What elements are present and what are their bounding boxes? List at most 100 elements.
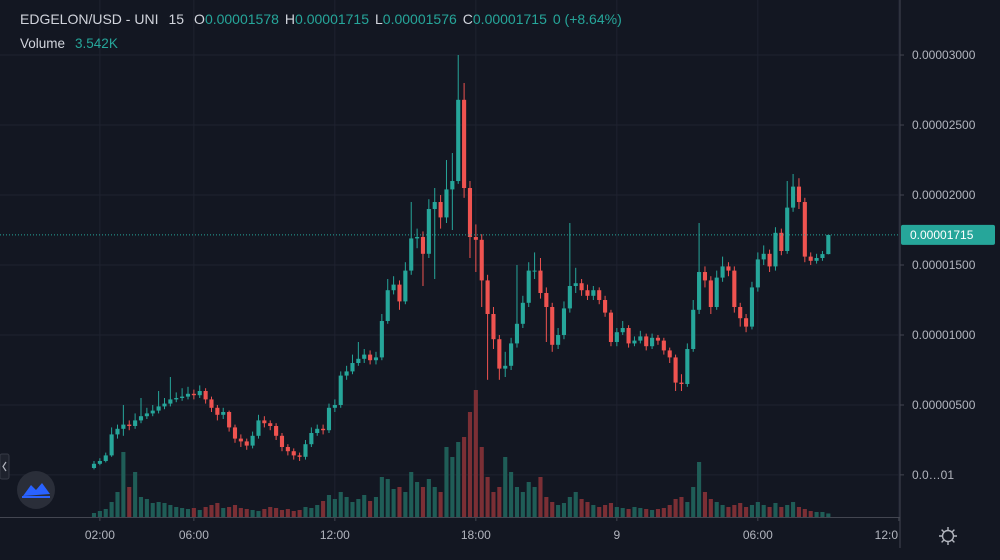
candle-body xyxy=(444,189,449,218)
volume-bar xyxy=(473,390,478,517)
settings-gear[interactable] xyxy=(941,529,955,543)
candle-body xyxy=(91,463,97,469)
candle-body xyxy=(732,270,737,308)
volume-bar xyxy=(802,509,807,517)
candle-body xyxy=(368,354,373,361)
candle-body xyxy=(150,410,155,414)
volume-bar xyxy=(279,510,285,517)
y-tick-label: 0.00002000 xyxy=(912,188,976,202)
axes: 0.00003000 0.00002500 0.00002000 0.00001500… xyxy=(0,0,976,548)
volume-bar xyxy=(138,497,144,517)
logo[interactable] xyxy=(17,471,55,509)
volume-bar xyxy=(368,501,373,517)
candle-body xyxy=(379,321,384,358)
volume-bar xyxy=(814,512,819,517)
volume-bar xyxy=(338,492,343,517)
volume-bar xyxy=(661,508,666,517)
candle-body xyxy=(115,428,120,435)
volume-bar xyxy=(332,499,337,517)
volume-bar xyxy=(150,503,155,517)
candle-body xyxy=(109,434,114,456)
volume-bar xyxy=(133,472,138,517)
price-pane xyxy=(91,55,831,470)
candle-body xyxy=(180,396,185,399)
volume-bar xyxy=(714,502,719,517)
y-tick-label: 0.00001500 xyxy=(912,258,976,272)
volume-bar xyxy=(315,505,320,517)
volume-bar xyxy=(644,509,649,517)
ohlc: O0.00001578 H0.00001715 L0.00001576 C0.0000… xyxy=(194,11,553,27)
candle-body xyxy=(650,337,655,347)
candle-body xyxy=(785,207,790,252)
candle-body xyxy=(432,202,437,210)
candle-body xyxy=(702,272,708,281)
side-tab[interactable] xyxy=(0,453,10,480)
volume-bar xyxy=(761,505,766,517)
candle-body xyxy=(221,412,226,415)
volume-bar xyxy=(820,512,825,517)
candle-body xyxy=(420,237,426,254)
volume-bar xyxy=(614,507,619,517)
candle-body xyxy=(309,433,314,445)
volume-bar xyxy=(415,482,420,517)
candle-body xyxy=(661,340,666,351)
y-tick-label: 0.00001000 xyxy=(912,328,976,342)
candle-body xyxy=(350,363,355,372)
y-tick-label: 0.00002500 xyxy=(912,118,976,132)
volume-bar xyxy=(438,492,443,517)
candle-body xyxy=(326,407,332,431)
candle-body xyxy=(197,391,202,396)
candle-body xyxy=(303,444,308,457)
collapse-tab[interactable] xyxy=(0,453,10,480)
volume-bar xyxy=(632,507,637,517)
volume-bar xyxy=(250,510,255,517)
volume-bar xyxy=(162,503,167,517)
volume-bar xyxy=(197,510,202,517)
volume-bar xyxy=(191,508,196,517)
volume-bar xyxy=(373,497,379,517)
volume-bar xyxy=(561,503,567,517)
volume-bar xyxy=(650,510,655,517)
volume-bar xyxy=(491,492,496,517)
x-tick-label: 9 xyxy=(613,528,620,542)
candle-body xyxy=(503,365,508,369)
volume-bar xyxy=(467,412,473,517)
candle-body xyxy=(585,290,590,296)
candle-body xyxy=(597,290,602,301)
volume-bar xyxy=(785,505,790,517)
volume-bar xyxy=(274,508,279,517)
volume-bar xyxy=(285,509,290,517)
volume-bar xyxy=(591,505,596,517)
candle-body xyxy=(608,312,614,343)
x-tick-label: 18:00 xyxy=(461,528,491,542)
volume-bar xyxy=(350,502,355,517)
candle-body xyxy=(385,290,390,322)
candle-body xyxy=(291,451,296,456)
volume-bar xyxy=(626,509,631,517)
candle-body xyxy=(168,399,173,404)
candle-body xyxy=(268,423,273,427)
ohlc-value: 0.00001578 xyxy=(204,11,279,27)
volume-bar xyxy=(597,507,602,517)
candle-body xyxy=(697,272,702,310)
candle-body xyxy=(761,253,766,260)
volume-bar xyxy=(767,507,772,517)
candle-body xyxy=(749,287,755,327)
x-tick-label: 12:0 xyxy=(875,528,899,542)
volume-bar xyxy=(344,497,349,517)
volume-bar xyxy=(256,511,261,517)
volume-bar xyxy=(391,489,396,517)
candle-body xyxy=(497,339,502,369)
candle-body xyxy=(738,307,743,319)
volume-bar xyxy=(156,502,161,517)
candle-body xyxy=(438,202,443,218)
settings[interactable] xyxy=(939,527,957,545)
candle-body xyxy=(227,412,232,428)
change-pct: (+8.64%) xyxy=(564,11,622,27)
settings-teeth xyxy=(939,527,957,545)
legend: EDGELON/USD - UNI 15 O0.00001578 H0.0000171… xyxy=(20,11,622,51)
candle-body xyxy=(744,318,749,327)
volume-bar xyxy=(538,477,543,517)
